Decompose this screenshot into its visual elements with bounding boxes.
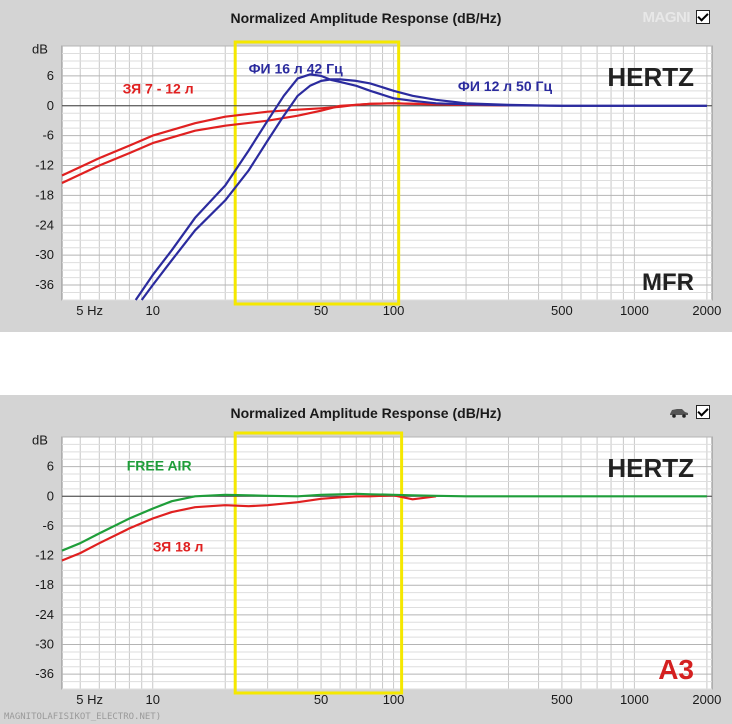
y-tick-label: 0: [47, 488, 54, 503]
y-tick-label: -30: [35, 247, 54, 262]
x-tick-label: 100: [383, 303, 405, 318]
grid-lines: [62, 45, 712, 301]
brand-label: HERTZ: [607, 453, 694, 483]
x-tick-label: 500: [551, 692, 573, 707]
x-tick-label: 50: [314, 303, 328, 318]
x-tick-label: 5 Hz: [76, 692, 103, 707]
y-tick-label: -24: [35, 217, 54, 232]
x-tick-label: 1000: [620, 692, 649, 707]
chart-title-bottom: Normalized Amplitude Response (dB/Hz): [230, 405, 502, 421]
y-tick-label: -18: [35, 187, 54, 202]
y-tick-label: 0: [47, 98, 54, 113]
y-tick-label: -36: [35, 666, 54, 681]
x-tick-label: 2000: [692, 692, 721, 707]
watermark-logo: MAGNI: [642, 8, 691, 26]
series-line-1: [61, 102, 509, 184]
series-annotation: ЗЯ 18 л: [153, 539, 204, 555]
series-line-1: [61, 492, 707, 552]
y-tick-label: -24: [35, 607, 54, 622]
highlight-box: [233, 40, 401, 306]
x-tick-label: 50: [314, 692, 328, 707]
y-tick-label: 6: [47, 68, 54, 83]
show-chart-checkbox-bottom[interactable]: [696, 405, 710, 419]
series-annotation: ФИ 12 л 50 Гц: [458, 78, 553, 94]
series-annotation: ФИ 16 л 42 Гц: [249, 60, 344, 76]
y-tick-label: 6: [47, 459, 54, 474]
y-tick-label: -30: [35, 637, 54, 652]
x-tick-label: 2000: [692, 303, 721, 318]
corner-label: MFR: [642, 269, 694, 296]
y-tick-label: -12: [35, 548, 54, 563]
y-tick-label: -18: [35, 577, 54, 592]
show-chart-checkbox-top[interactable]: [696, 10, 710, 24]
chart-bottom-badges: [668, 403, 710, 421]
series-annotation: ЗЯ 7 - 12 л: [123, 80, 194, 96]
chart-top-badges: MAGNI: [642, 8, 710, 26]
y-tick-label: -12: [35, 158, 54, 173]
y-tick-label: -6: [42, 128, 54, 143]
x-tick-label: 500: [551, 303, 573, 318]
chart-title-top: Normalized Amplitude Response (dB/Hz): [230, 10, 502, 26]
x-tick-label: 10: [145, 303, 159, 318]
series-line-3: [140, 78, 707, 301]
brand-label: HERTZ: [607, 62, 694, 92]
chart-panel-bottom: dB 6 0 -6 -12 -18 -24 -30 -36 5 Hz 10 50 100 500 1000 2…: [0, 395, 732, 724]
y-tick-label: -6: [42, 518, 54, 533]
x-tick-label: 1000: [620, 303, 649, 318]
car-icon[interactable]: [668, 406, 690, 418]
grid-lines: [62, 436, 712, 690]
chart-top-svg: dB 6 0 -6 -12 -18 -24 -30 -36 5 Hz 10 50 100 500 1000 2…: [32, 40, 721, 318]
x-tick-label: 10: [145, 692, 159, 707]
chart-panel-top: dB 6 0 -6 -12 -18 -24 -30 -36 5 Hz 10 50 100 500 1000 2…: [0, 0, 732, 332]
series-annotation: FREE AIR: [127, 458, 192, 474]
x-tick-label: 100: [383, 692, 405, 707]
series-line-0: [61, 494, 437, 562]
y-tick-label: -36: [35, 277, 54, 292]
footer-source-text: MAGNITOLAFISIKOT_ELECTRO.NET): [4, 712, 162, 722]
chart-bottom-svg: dB 6 0 -6 -12 -18 -24 -30 -36 5 Hz 10 50 100 500 1000 2…: [32, 431, 721, 707]
y-axis-label: dB: [32, 432, 48, 447]
y-axis-label: dB: [32, 41, 48, 56]
highlight-box: [233, 431, 404, 695]
corner-logo-a3: A3: [658, 654, 694, 685]
x-tick-label: 5 Hz: [76, 303, 103, 318]
